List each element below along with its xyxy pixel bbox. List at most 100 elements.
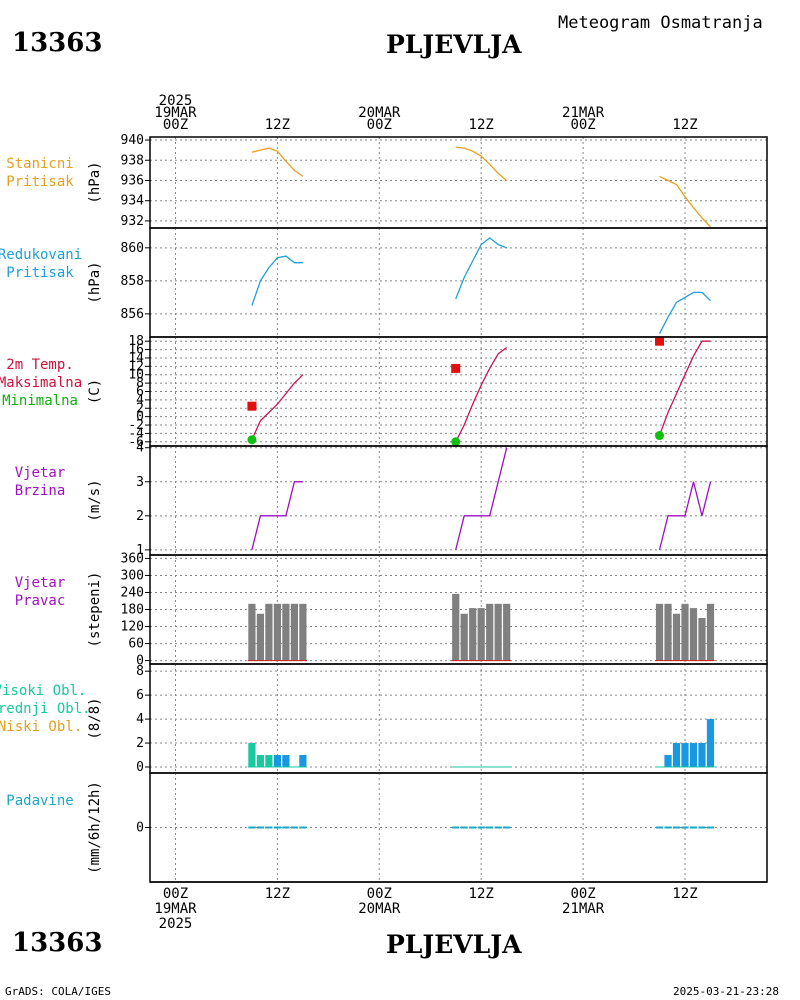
wind-direction-bar	[299, 603, 307, 661]
precip-bar	[265, 826, 273, 829]
series-line	[455, 146, 508, 181]
y-tick-label: 3	[136, 475, 144, 490]
y-tick-label: 2	[136, 401, 144, 416]
wind-direction-bar	[681, 603, 689, 661]
panel-label: Redukovani	[0, 247, 82, 263]
precip-bar	[681, 826, 689, 829]
footer-credit: GrADS: COLA/IGES	[5, 985, 111, 998]
time-label: 2025	[159, 916, 193, 932]
panel-unit: (mm/6h/12h)	[87, 781, 103, 874]
cloud-bar	[706, 719, 715, 768]
panel-unit: (m/s)	[87, 479, 103, 521]
precip-bar	[477, 826, 485, 829]
time-label: 2025	[159, 93, 193, 109]
panel-unit: (hPa)	[87, 261, 103, 303]
time-label: 20MAR	[358, 105, 401, 121]
panel-unit: (8/8)	[87, 697, 103, 739]
time-label: 12Z	[265, 117, 290, 133]
y-tick-label: 1	[136, 543, 144, 558]
wind-direction-bar	[256, 613, 265, 661]
header-station-id: 13363	[12, 28, 103, 58]
temp-min-marker	[247, 435, 257, 445]
time-label: 20MAR	[358, 901, 401, 917]
time-label: 21MAR	[562, 105, 605, 121]
header-station-name: PLJEVLJA	[386, 30, 522, 59]
panel-station_pressure: 932 934 936 938 940 Stanicni Pritisak (hPa)	[6, 133, 768, 229]
cloud-bar	[248, 743, 256, 768]
y-tick-label: 360	[121, 551, 144, 566]
time-label: 12Z	[469, 886, 494, 902]
panel-label: Pravac	[15, 593, 66, 609]
wind-direction-bar	[689, 608, 698, 661]
wind-direction-bar	[486, 603, 494, 661]
wind-direction-bar	[469, 608, 477, 661]
y-tick-label: 300	[121, 568, 144, 583]
cloud-bar	[664, 755, 672, 768]
y-tick-label: 936	[121, 173, 144, 188]
y-tick-label: 120	[121, 620, 144, 635]
y-tick-label: 934	[121, 194, 145, 209]
panel-label: Minimalna	[2, 393, 78, 409]
panel-reduced_pressure: 856 858 860 Redukovani Pritisak (hPa)	[0, 227, 768, 338]
wind-direction-bar	[672, 613, 681, 661]
chart-title: Meteogram Osmatranja	[558, 13, 763, 33]
panel-label: Vjetar	[15, 575, 66, 591]
panel-unit: (hPa)	[87, 161, 103, 203]
panel-label: Visoki Obl.	[0, 683, 86, 699]
y-tick-label: 180	[121, 603, 144, 618]
series-line	[658, 291, 711, 334]
precip-bar	[503, 826, 511, 829]
time-label: 21MAR	[562, 901, 605, 917]
wind-direction-bar	[460, 613, 468, 661]
wind-direction-bar	[265, 603, 273, 661]
y-tick-label: 12	[128, 359, 144, 374]
cloud-bar	[299, 755, 307, 768]
precip-bar	[664, 826, 672, 829]
series-line	[455, 447, 508, 551]
y-tick-label: 0	[136, 410, 144, 425]
wind-direction-bar	[248, 603, 256, 661]
y-tick-label: 4	[136, 393, 144, 408]
precip-bar	[256, 826, 265, 829]
panel-label: Maksimalna	[0, 375, 82, 391]
series-line	[251, 147, 304, 177]
temp-max-marker	[655, 336, 665, 346]
panel-label: Vjetar	[15, 465, 66, 481]
time-label: 12Z	[672, 117, 697, 133]
y-tick-label: 6	[136, 385, 144, 400]
y-tick-label: 0	[136, 821, 144, 836]
precip-bar	[290, 826, 298, 829]
time-label: 00Z	[570, 886, 595, 902]
y-tick-label: 0	[136, 654, 144, 669]
panel-unit: (stepeni)	[87, 572, 103, 648]
panel-label: 2m Temp.	[6, 357, 73, 373]
y-tick-label: 14	[128, 351, 144, 366]
precip-bar	[672, 826, 681, 829]
wind-direction-bar	[290, 603, 298, 661]
y-tick-label: 8	[136, 664, 144, 679]
panel-wind_speed: 1 2 3 4 Vjetar Brzina (m/s)	[15, 441, 768, 558]
series-line	[659, 175, 711, 228]
precip-bar	[689, 826, 698, 829]
y-tick-label: 2	[136, 509, 144, 524]
temp-max-marker	[451, 363, 461, 373]
cloud-bar	[698, 743, 706, 768]
time-label: 00Z	[570, 117, 595, 133]
precip-bar	[460, 826, 468, 829]
time-label: 12Z	[265, 886, 290, 902]
temp-min-marker	[451, 437, 461, 447]
cloud-bar	[265, 755, 273, 768]
cloud-bar	[273, 755, 282, 768]
y-tick-label: 10	[128, 368, 144, 383]
time-label: 12Z	[672, 886, 697, 902]
cloud-bar	[689, 743, 698, 768]
y-tick-label: 4	[136, 441, 144, 456]
panel-label: Brzina	[15, 483, 66, 499]
wind-direction-bar	[503, 603, 511, 661]
precip-bar	[655, 826, 664, 829]
footer-station-id: 13363	[12, 928, 103, 958]
panel-clouds: 0 2 4 6 8 Visoki Obl. Srednji Obl. Niski Obl. (8…	[0, 663, 768, 775]
panel-label: Pritisak	[6, 174, 74, 190]
cloud-bar	[672, 743, 681, 768]
wind-direction-bar	[282, 603, 290, 661]
